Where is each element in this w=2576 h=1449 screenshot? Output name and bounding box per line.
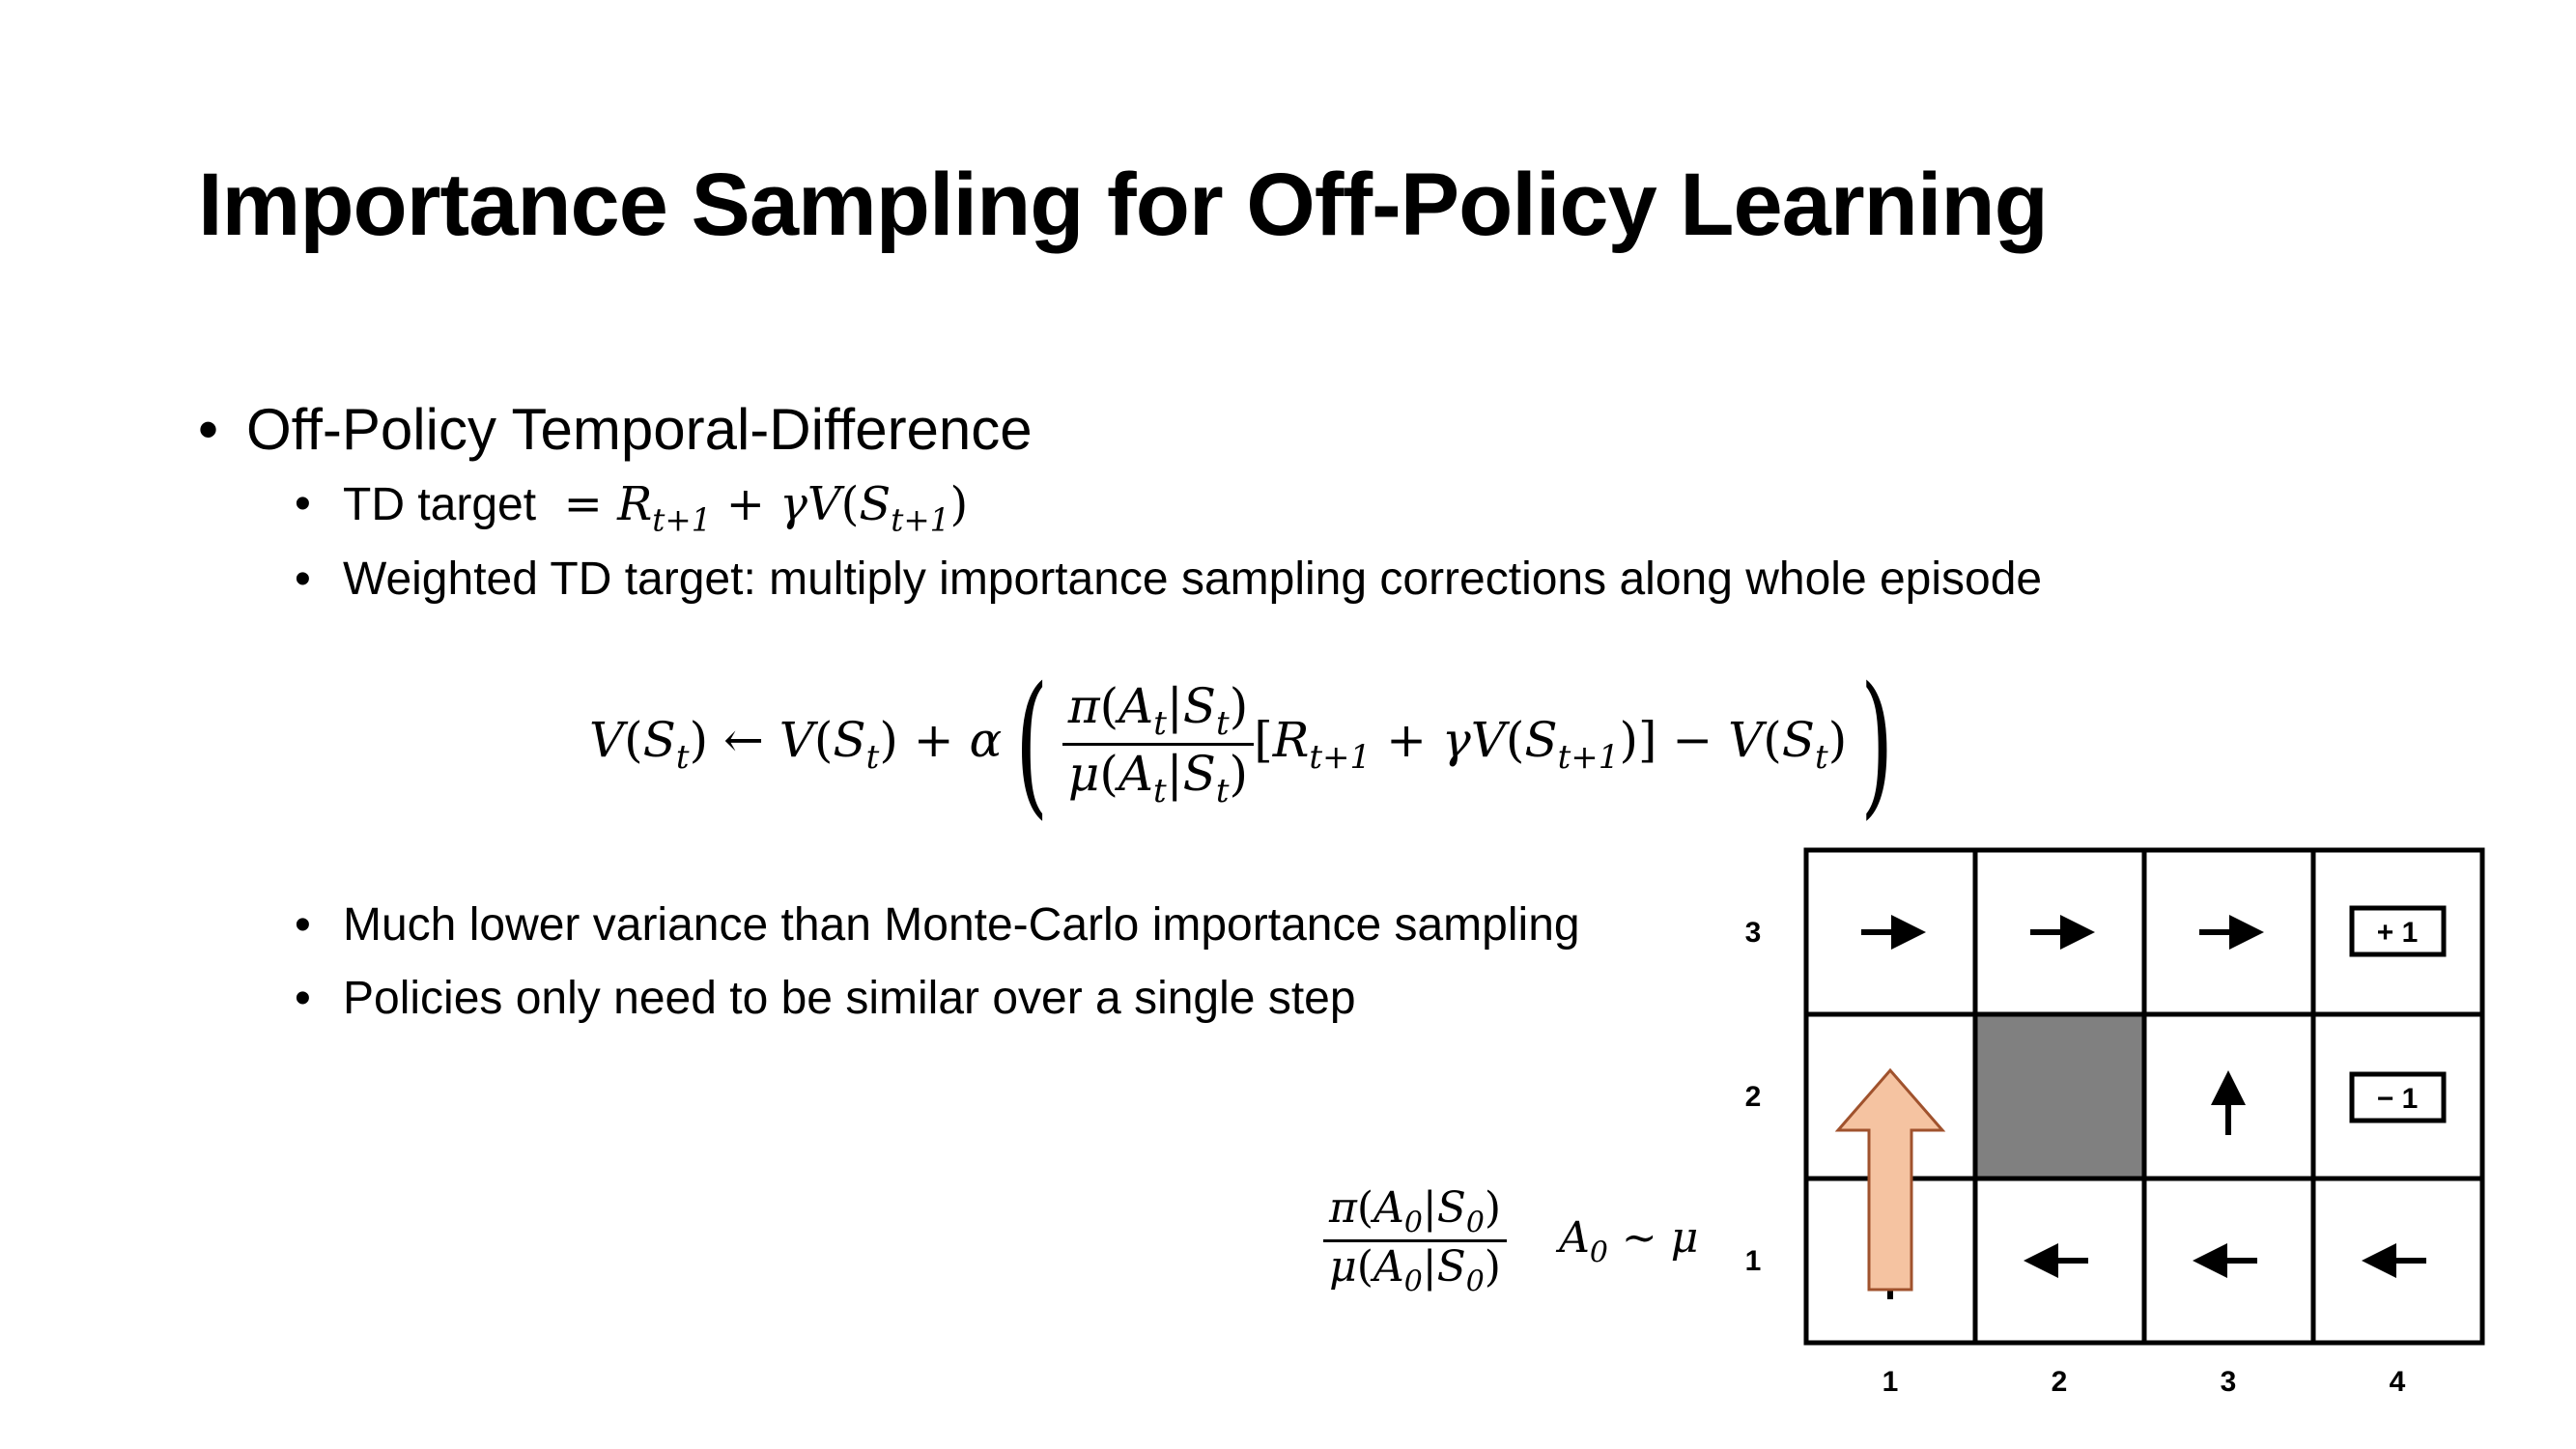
grid-lines — [1803, 847, 2485, 1346]
terminal-minus-label: − 1 — [2377, 1083, 2419, 1115]
terminal-plus-label: + 1 — [2377, 917, 2419, 949]
bullet-text: Much lower variance than Monte-Carlo imp… — [343, 899, 1580, 951]
wall-cell — [1975, 1014, 2144, 1179]
td-target-formula: = Rt+1 + γV(St+1) — [549, 477, 969, 539]
gridworld-diagram: 3 2 1 1 2 3 4 + 1 − 1 — [1745, 847, 2485, 1398]
col-label-1: 1 — [1882, 1366, 1899, 1398]
action-sampled-from-mu: A0 ~ μ — [1559, 1212, 1699, 1270]
bullet-text: Off-Policy Temporal-Difference — [246, 397, 1033, 462]
bullet-dot: • — [295, 973, 311, 1024]
bullet-dot: • — [198, 397, 219, 462]
highlight-action-arrow-icon — [1834, 1067, 1946, 1292]
td-update-equation: V(St) ← V(St) + α(π(At|St) μ(At|St) [Rt+1 … — [589, 653, 1894, 834]
col-label-2: 2 — [2052, 1366, 2068, 1398]
col-label-3: 3 — [2221, 1366, 2237, 1398]
row-label-2: 2 — [1745, 1081, 1762, 1113]
single-step-ratio: π(A0|S0) μ(A0|S0) A0 ~ μ — [1323, 1183, 1698, 1299]
slide-title: Importance Sampling for Off-Policy Learn… — [198, 156, 2049, 254]
importance-ratio: π(At|St) μ(At|St) — [1062, 678, 1255, 810]
bullet-text: Policies only need to be similar over a … — [343, 973, 1356, 1024]
row-label-1: 1 — [1745, 1245, 1762, 1277]
td-target-label: TD target — [343, 479, 537, 530]
terminal-minus-one: − 1 — [2349, 1071, 2447, 1123]
col-label-4: 4 — [2390, 1366, 2406, 1398]
terminal-plus-one: + 1 — [2349, 905, 2447, 957]
row-label-3: 3 — [1745, 917, 1762, 949]
bullet-dot: • — [295, 478, 311, 529]
bullet-text: Weighted TD target: multiply importance … — [343, 554, 2043, 605]
bullet-dot: • — [295, 554, 311, 605]
bullet-dot: • — [295, 899, 311, 951]
